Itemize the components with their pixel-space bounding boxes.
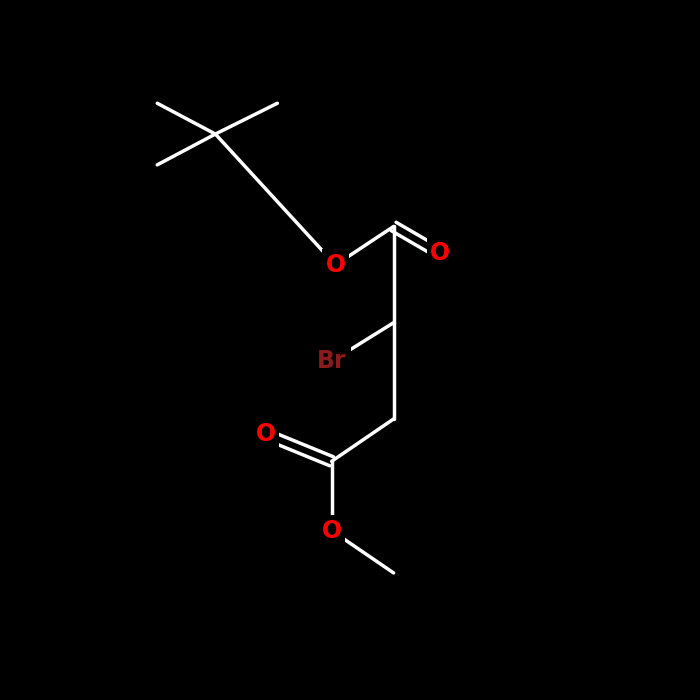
- Text: O: O: [256, 422, 276, 447]
- Text: O: O: [321, 519, 342, 543]
- Text: O: O: [326, 253, 346, 277]
- Text: O: O: [256, 422, 276, 447]
- Text: O: O: [326, 253, 346, 277]
- Text: O: O: [430, 241, 450, 265]
- Text: Br: Br: [317, 349, 346, 373]
- Text: O: O: [430, 241, 450, 265]
- Text: O: O: [321, 519, 342, 543]
- Text: Br: Br: [317, 349, 346, 373]
